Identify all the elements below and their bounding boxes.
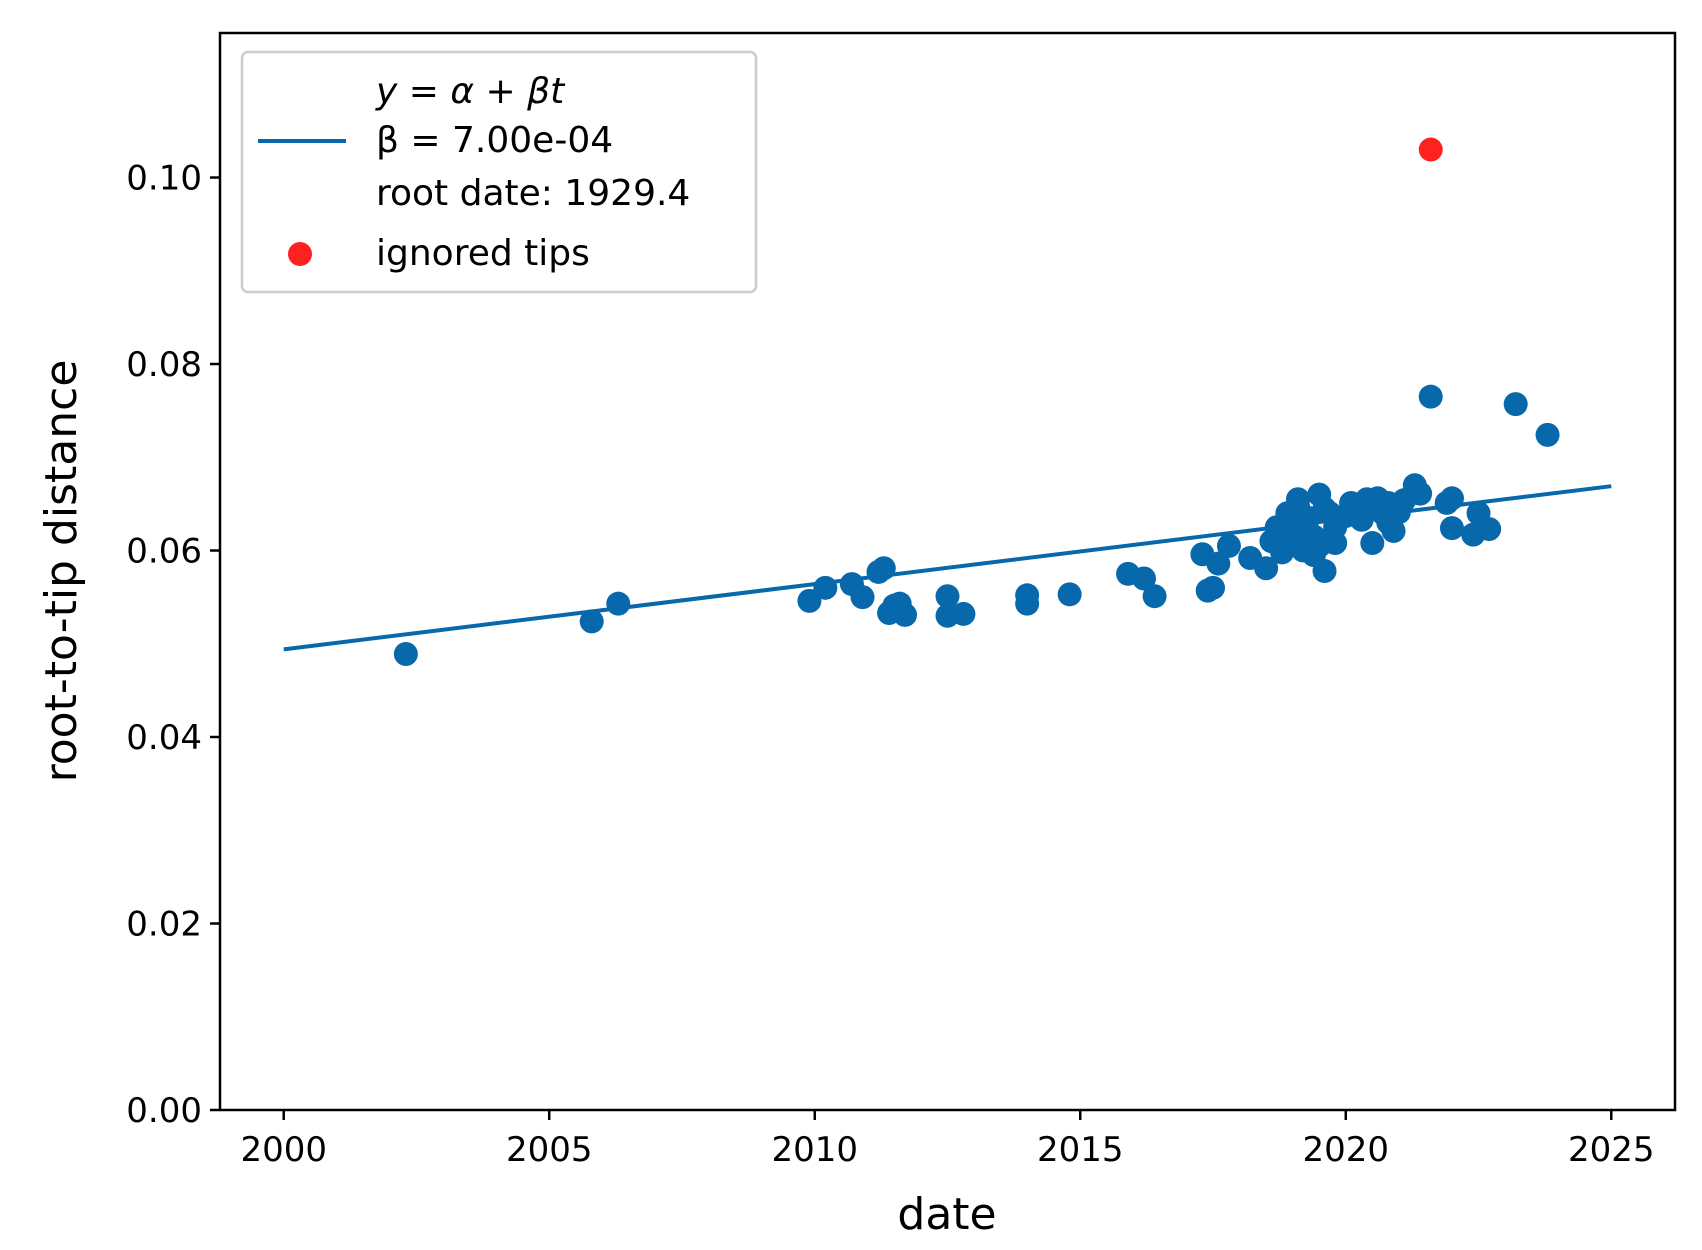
legend-fit-slope: β = 7.00e-04 — [376, 120, 613, 161]
tip-point — [1439, 486, 1464, 511]
tip-point — [1206, 551, 1231, 576]
legend-fit-root-date: root date: 1929.4 — [376, 173, 690, 214]
legend-fit-equation: y = α + βt — [375, 71, 566, 112]
tip-point — [1142, 584, 1167, 609]
axes-frame — [218, 31, 1677, 1112]
tip-point — [579, 609, 604, 634]
tip-point — [871, 556, 896, 581]
tip-point — [1285, 493, 1310, 518]
x-axis-label: date — [897, 1189, 996, 1240]
tip-point — [1131, 566, 1156, 591]
tip-point — [1254, 556, 1279, 581]
tip-point — [1360, 496, 1385, 521]
tip-point — [1201, 575, 1226, 600]
tip-point — [813, 575, 838, 600]
tip-point — [393, 642, 418, 667]
tip-point — [1477, 517, 1502, 542]
legend-box — [240, 50, 758, 294]
legend: y = α + βt β = 7.00e-04 root date: 1929.… — [240, 50, 758, 294]
x-tick-label: 2010 — [771, 1130, 858, 1170]
tip-point — [1216, 533, 1241, 558]
tip-point — [1439, 516, 1464, 541]
tip-point — [1503, 392, 1528, 417]
tip-point — [1376, 510, 1401, 535]
x-tick-label: 2015 — [1037, 1130, 1124, 1170]
y-tick-label: 0.10 — [126, 159, 202, 199]
y-axis-label: root-to-tip distance — [36, 360, 87, 783]
x-axis-ticks: 2000 2005 2010 2015 2020 2025 — [240, 1110, 1655, 1170]
y-tick-label: 0.06 — [126, 532, 202, 572]
tip-point — [935, 584, 960, 609]
tip-point — [1307, 533, 1332, 558]
tip-point — [893, 602, 918, 627]
x-tick-label: 2020 — [1303, 1130, 1390, 1170]
tip-point — [1418, 384, 1443, 409]
y-tick-label: 0.08 — [126, 345, 202, 385]
tip-point — [1408, 481, 1433, 506]
tip-point — [606, 591, 631, 616]
y-tick-label: 0.04 — [126, 718, 202, 758]
x-tick-label: 2000 — [240, 1130, 327, 1170]
plot-area — [283, 137, 1612, 667]
tip-point — [797, 588, 822, 613]
tip-point — [1360, 531, 1385, 556]
y-tick-label: 0.02 — [126, 905, 202, 945]
tip-point — [850, 585, 875, 610]
tip-point — [1312, 559, 1337, 584]
legend-ignored-marker — [288, 242, 312, 266]
x-tick-label: 2025 — [1568, 1130, 1655, 1170]
ignored-tip-point — [1418, 137, 1443, 162]
x-tick-label: 2005 — [506, 1130, 593, 1170]
tip-point — [1057, 582, 1082, 607]
tip-point — [951, 601, 976, 626]
tip-point — [1535, 422, 1560, 447]
y-axis-ticks: 0.00 0.02 0.04 0.06 0.08 0.10 — [126, 159, 220, 1131]
y-tick-label: 0.00 — [126, 1091, 202, 1131]
legend-ignored-label: ignored tips — [376, 233, 590, 274]
tip-point — [1015, 583, 1040, 608]
